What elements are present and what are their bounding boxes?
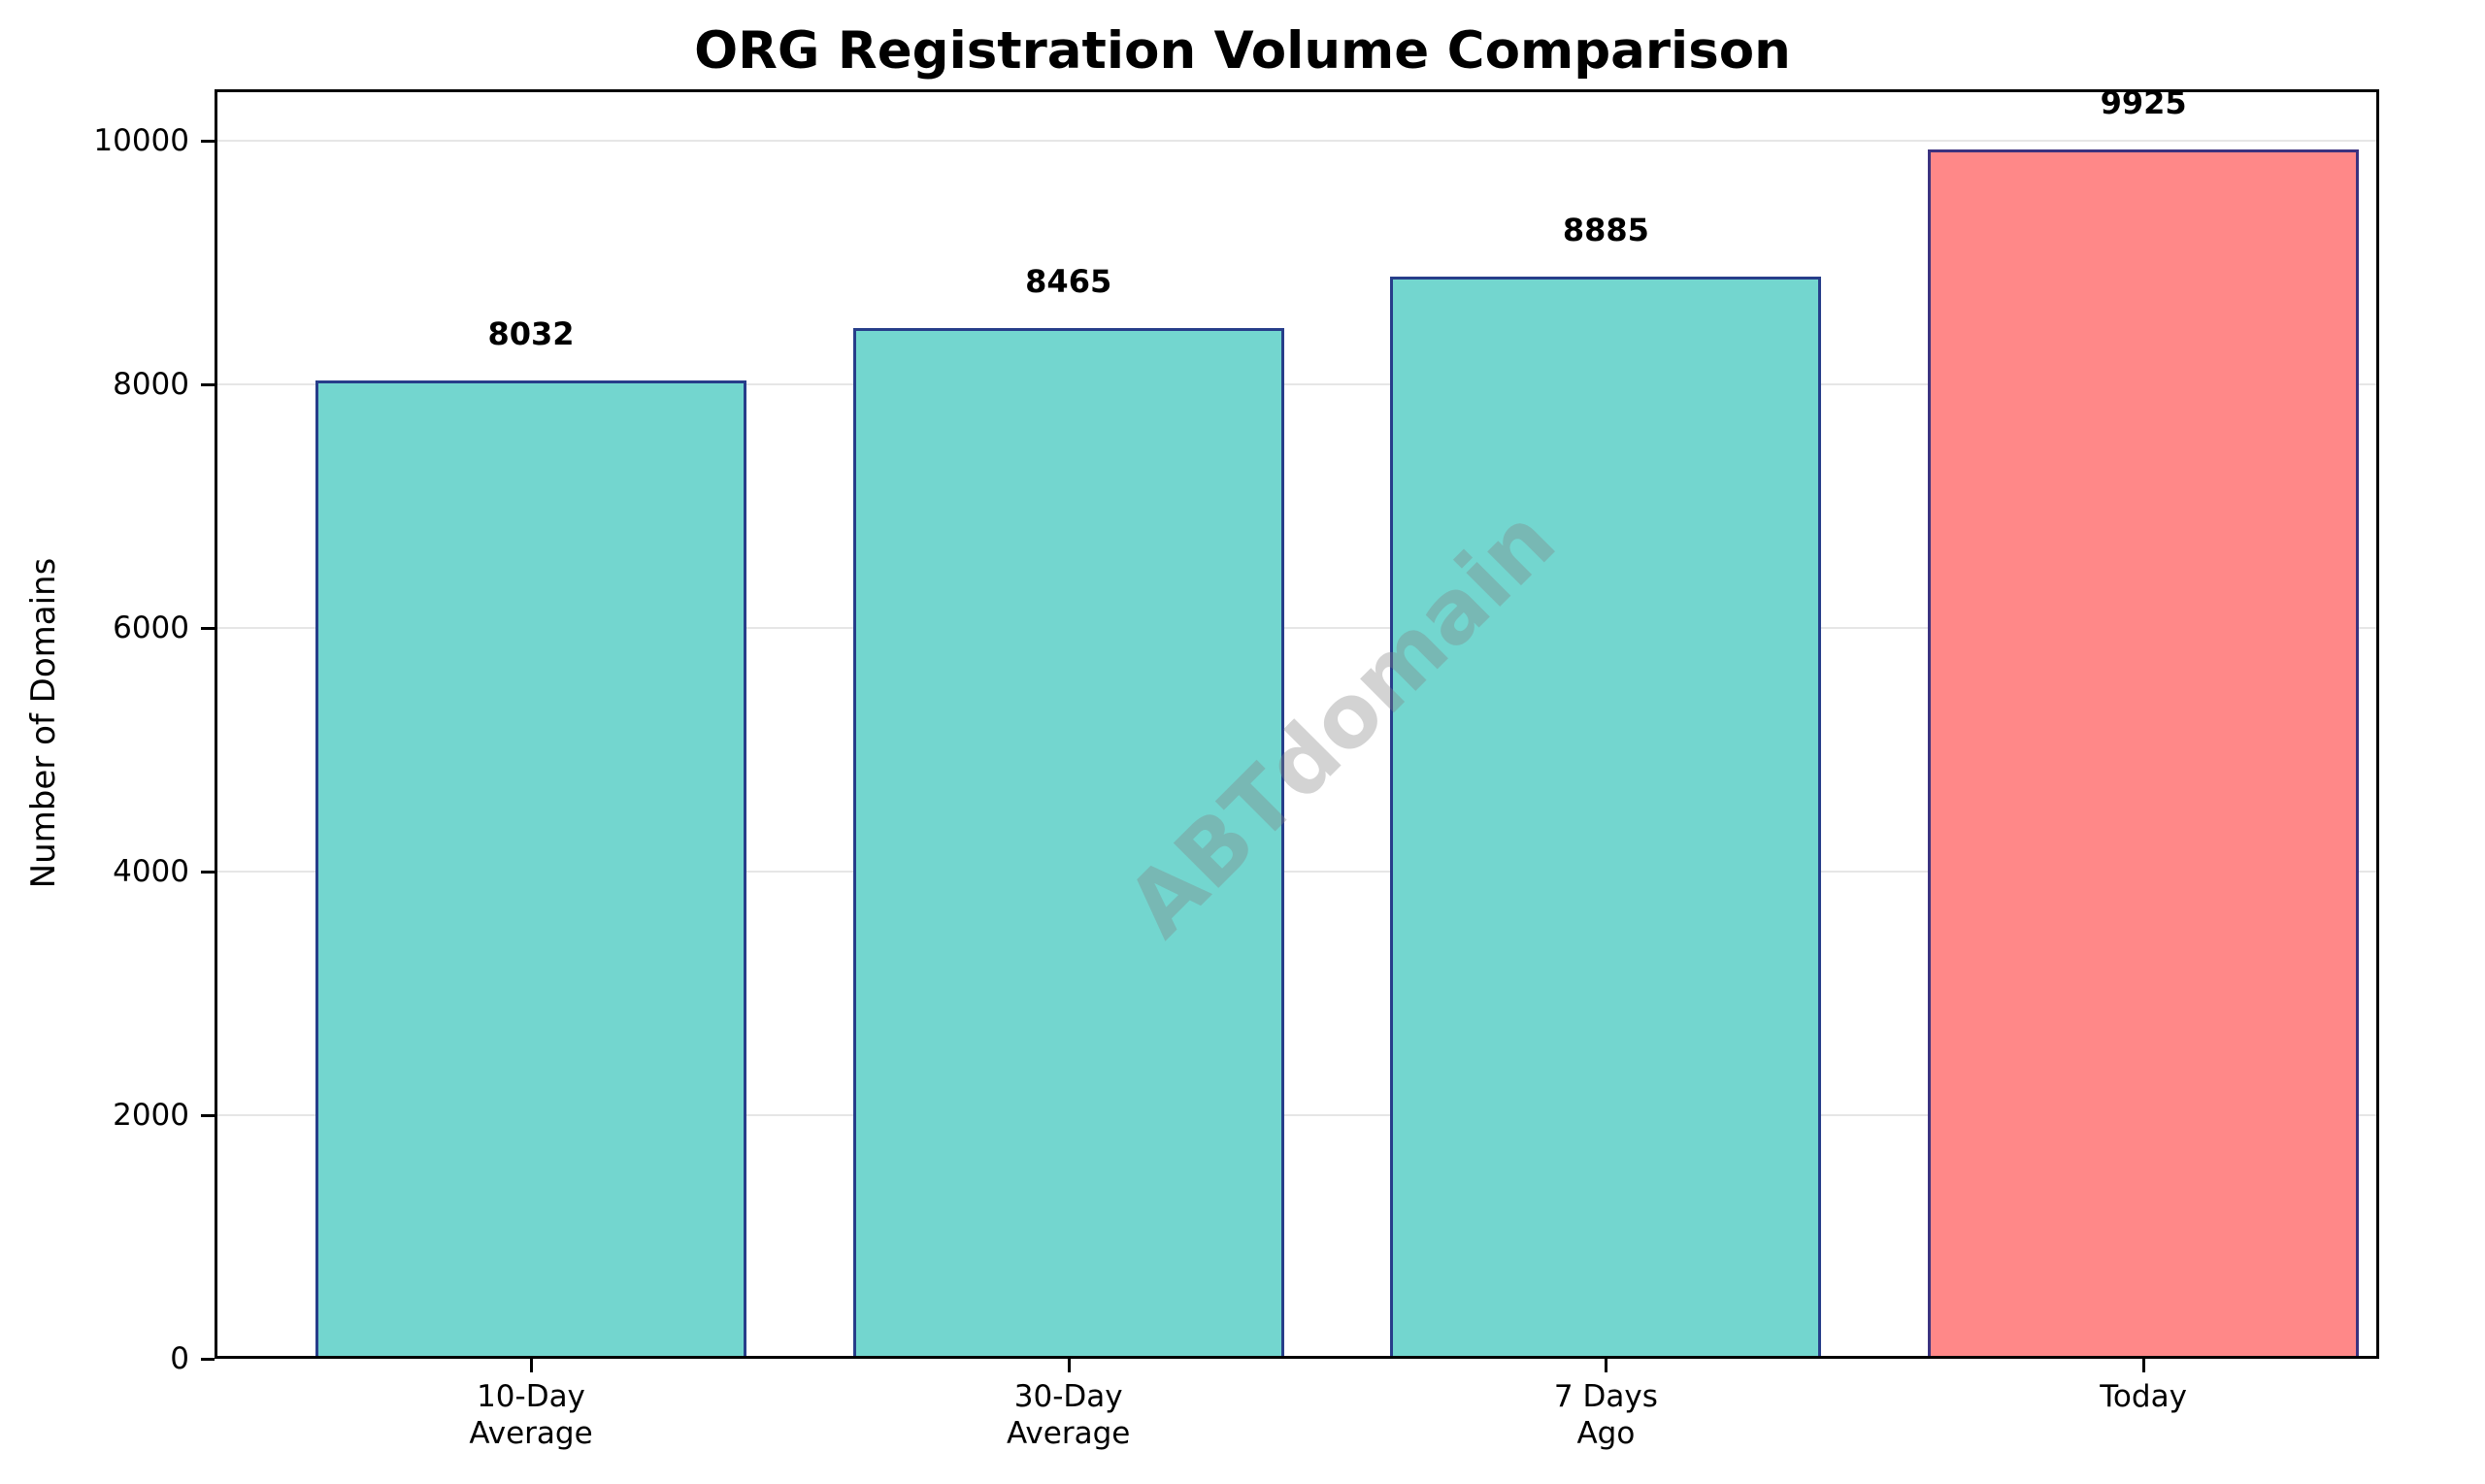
y-tick-label: 0	[170, 1341, 189, 1376]
y-tick	[201, 1114, 215, 1117]
y-tick	[201, 383, 215, 386]
y-tick	[201, 1358, 215, 1361]
bar	[1390, 276, 1822, 1359]
gridline	[217, 1114, 2376, 1116]
x-tick-label: 30-Day Average	[1007, 1379, 1131, 1451]
y-tick-label: 8000	[113, 367, 189, 402]
x-tick	[530, 1359, 533, 1372]
gridline	[217, 871, 2376, 873]
bar	[1928, 149, 2360, 1359]
y-axis-label: Number of Domains	[24, 557, 63, 889]
gridline	[217, 627, 2376, 629]
bar	[315, 379, 746, 1359]
y-tick	[201, 871, 215, 874]
x-tick-label: 7 Days Ago	[1553, 1379, 1658, 1451]
x-tick-label: Today	[2100, 1379, 2187, 1414]
y-tick-label: 10000	[93, 123, 189, 158]
chart-title: ORG Registration Volume Comparison	[694, 21, 1791, 81]
y-tick-label: 6000	[113, 610, 189, 645]
gridline	[217, 140, 2376, 142]
bar-value-label: 8032	[487, 314, 575, 352]
y-tick-label: 2000	[113, 1098, 189, 1133]
bar-value-label: 8465	[1025, 262, 1112, 300]
x-tick	[1605, 1359, 1608, 1372]
bar-value-label: 8885	[1562, 211, 1649, 248]
x-tick	[2142, 1359, 2146, 1372]
x-tick-label: 10-Day Average	[469, 1379, 593, 1451]
y-tick-label: 4000	[113, 854, 189, 889]
gridline	[217, 383, 2376, 385]
y-tick	[201, 627, 215, 630]
y-tick	[201, 140, 215, 143]
x-tick	[1067, 1359, 1071, 1372]
axes-frame	[215, 89, 2379, 1359]
